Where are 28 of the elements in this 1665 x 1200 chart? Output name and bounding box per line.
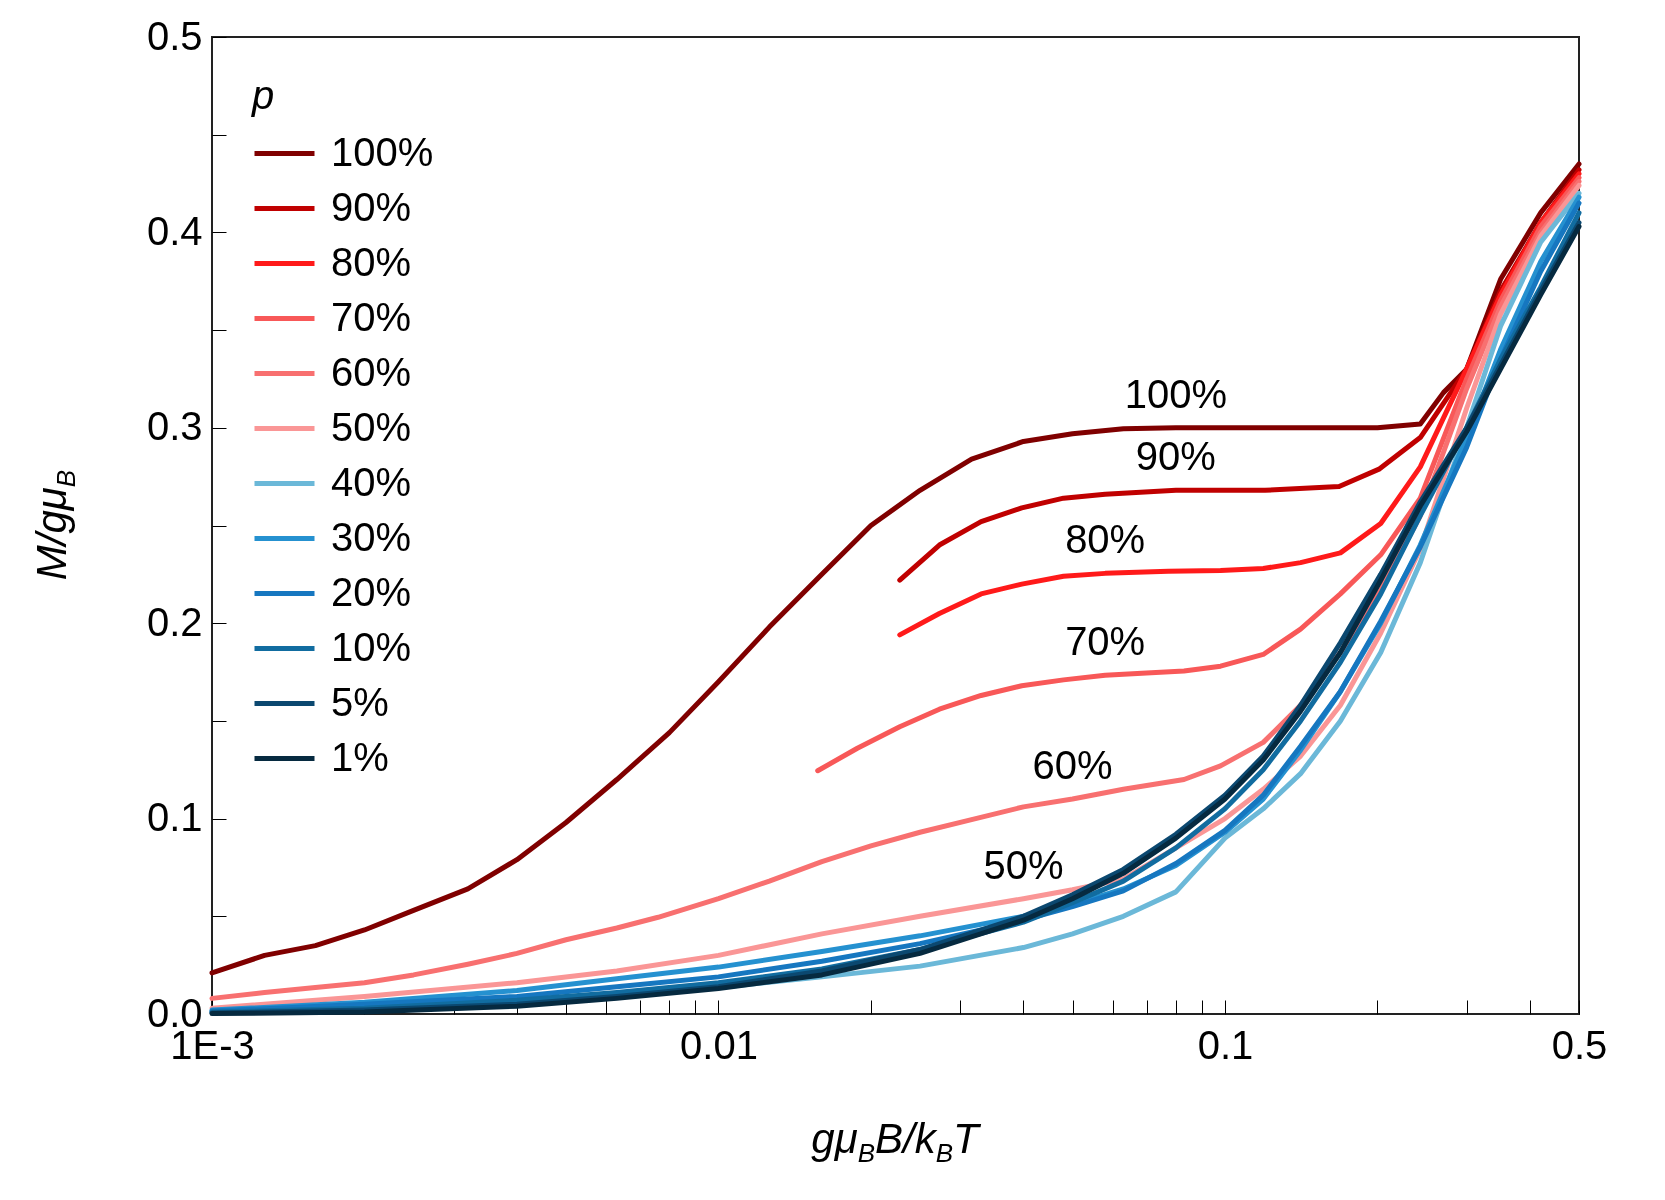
annotation: 70% — [1065, 619, 1146, 664]
y-tick-label: 0.2 — [146, 599, 203, 644]
legend-label: 10% — [331, 624, 412, 669]
annotation: 60% — [1032, 743, 1113, 788]
y-tick-label: 0.3 — [146, 404, 203, 449]
y-tick-label: 0.5 — [146, 13, 203, 58]
legend-label: 5% — [331, 679, 389, 724]
legend-label: 90% — [331, 184, 412, 229]
x-tick-label: 0.1 — [1197, 1022, 1254, 1067]
x-tick-label: 0.01 — [680, 1022, 758, 1067]
legend-label: 100% — [331, 129, 434, 174]
legend-label: 40% — [331, 459, 412, 504]
annotation: 50% — [983, 842, 1064, 887]
legend-label: 70% — [331, 294, 412, 339]
legend-label: 50% — [331, 404, 412, 449]
y-tick-label: 0.4 — [146, 208, 203, 253]
legend-label: 20% — [331, 569, 412, 614]
legend-label: 60% — [331, 349, 412, 394]
legend-title: p — [251, 73, 275, 117]
legend-label: 30% — [331, 514, 412, 559]
x-tick-label: 0.5 — [1551, 1022, 1608, 1067]
annotation: 80% — [1065, 517, 1146, 562]
annotation: 100% — [1124, 371, 1228, 416]
x-axis-title: gμ$_{B}$B/k$_{B}$T — [811, 1115, 979, 1170]
legend-label: 1% — [331, 734, 389, 779]
legend-label: 80% — [331, 239, 412, 284]
annotation: 90% — [1135, 434, 1216, 479]
y-tick-label: 0.1 — [146, 795, 203, 840]
